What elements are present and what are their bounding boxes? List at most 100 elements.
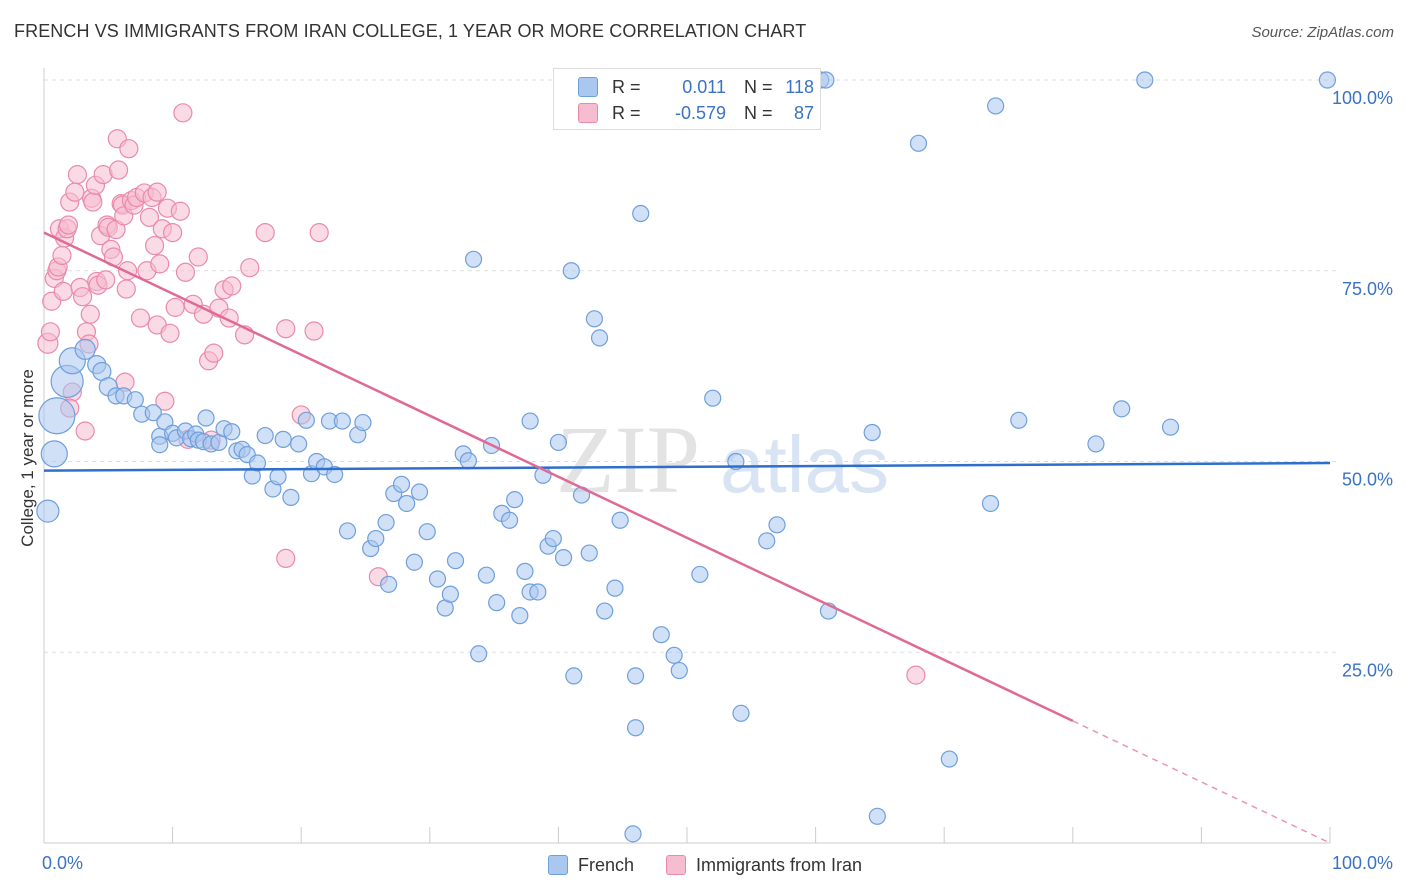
iran-point [204,343,224,363]
iran-point [40,322,61,342]
french-point [269,468,287,486]
gridlines [44,79,1336,653]
french-point [367,529,385,548]
source-label: Source: ZipAtlas.com [1251,24,1394,41]
french-point [326,465,344,484]
french-point [256,426,274,445]
french-point [274,430,292,448]
french-point [529,583,547,601]
iran-trend-extension [1072,720,1331,844]
french-point [441,585,459,603]
french-point [632,204,650,223]
french-point [380,575,398,593]
iran-point [255,223,275,243]
french-point [477,566,495,584]
legend-french-swatch [548,855,568,875]
iran-swatch [578,103,598,123]
french-point [596,602,614,620]
french-r-value: 0.011 [682,76,726,97]
french-trend-line [43,461,1331,472]
french-point [488,594,506,612]
stats-row-french: R = 0.011 N = 118 [578,75,814,99]
legend-item-iran[interactable]: Immigrants from Iran [666,855,862,876]
french-point [500,511,519,529]
french-point [665,646,683,664]
iran-point [165,297,185,317]
iran-point [83,192,103,212]
french-point [585,310,604,328]
french-n-value: 118 [785,76,814,97]
iran-point [108,160,129,180]
legend-iran-label: Immigrants from Iran [696,854,863,875]
french-point [626,667,645,685]
iran-point [67,165,88,185]
legend-iran-swatch [666,855,687,875]
french-point [333,412,351,430]
iran-points [37,103,926,685]
french-point [290,435,308,453]
french-point [909,134,928,152]
iran-point [163,223,183,243]
iran-point [147,182,167,202]
iran-point [72,287,93,307]
iran-point [130,308,151,328]
iran-point [53,281,73,301]
french-point [516,562,534,580]
iran-point [150,254,170,274]
iran-r-label: R = [612,102,641,123]
iran-point [309,223,329,243]
french-n-label: N = [744,76,773,97]
french-point [626,719,645,737]
iran-point [52,245,72,266]
french-point [418,523,436,541]
french-point [1161,418,1180,436]
french-point [624,825,642,843]
tick-labels: 25.0% 50.0% 75.0% 100.0% 0.0% 100.0% [42,88,1393,873]
french-point [670,661,688,680]
french-point [459,452,477,470]
french-point [704,389,722,407]
french-point [126,391,144,409]
iran-point [276,319,296,339]
iran-point [276,548,296,569]
french-point [144,404,162,422]
french-point [549,433,568,452]
french-point [410,483,429,501]
legend-item-french[interactable]: French [548,855,634,876]
french-point [470,645,488,663]
iran-n-label: N = [744,102,773,123]
french-point [338,522,357,540]
french-point [405,553,423,571]
iran-point [304,321,324,341]
iran-point [173,103,193,123]
iran-point [906,665,926,685]
french-point [511,607,529,625]
iran-point [58,215,79,235]
french-point [1113,400,1131,418]
french-point [554,549,573,567]
iran-point [80,304,100,324]
french-point [297,411,315,429]
french-point [40,440,68,468]
french-point [428,570,447,588]
french-point [590,329,609,347]
french-point [565,667,583,685]
french-point [282,488,300,506]
stats-row-iran: R = -0.579 N = 87 [578,101,814,125]
french-point [464,250,483,268]
french-point [652,626,670,644]
y-tick-label-100: 100.0% [1332,88,1393,108]
iran-point [75,421,95,441]
stats-box: R = 0.011 N = 118 R = -0.579 N = 87 [553,68,821,130]
iran-point [65,182,85,202]
french-point [544,529,562,548]
iran-point [96,270,116,290]
x-tick-label-max: 100.0% [1332,853,1393,873]
french-point [354,413,372,432]
iran-point [222,276,242,296]
chart-title: FRENCH VS IMMIGRANTS FROM IRAN COLLEGE, … [14,21,807,41]
french-point [38,397,76,435]
french-point [606,579,624,597]
iran-r-value: -0.579 [674,102,726,123]
